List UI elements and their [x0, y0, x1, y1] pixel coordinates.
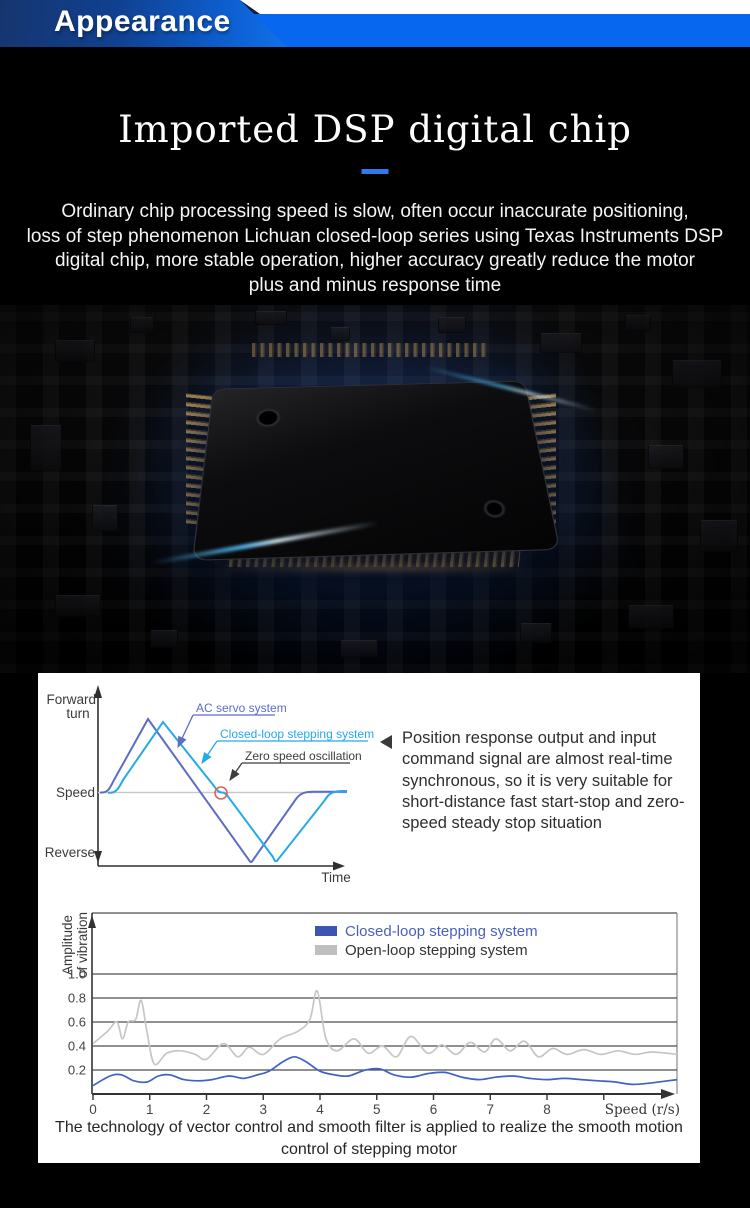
zero-arrow: [229, 762, 243, 782]
label-time: Time: [321, 870, 351, 885]
closed-loop-curve: [92, 1055, 678, 1087]
title-underline: [361, 169, 389, 174]
pcb-component: [340, 640, 378, 658]
open-loop-curve: [92, 989, 678, 1066]
paragraph-line: Ordinary chip processing speed is slow, …: [61, 201, 689, 222]
y-tick-label: 0.2: [68, 1063, 86, 1078]
pcb-component: [648, 445, 684, 469]
ac-servo-curve: [100, 717, 347, 863]
vibration-chart: 0.2 0.4 0.6 0.8 1.0 0 1 2 3 4 5 6 7 8 Speed (r/s) Cl…: [68, 912, 680, 1118]
note-line: speed steady stop situation: [402, 814, 602, 833]
pcb-component: [55, 595, 101, 617]
pcb-component: [130, 317, 154, 333]
label-speed: Speed: [56, 785, 95, 800]
y-tick-label: 1.0: [68, 967, 86, 982]
panel-caption: The technology of vector control and smo…: [38, 1117, 700, 1160]
hero-paragraph: Ordinary chip processing speed is slow, …: [0, 200, 750, 298]
pcb-component: [30, 425, 62, 471]
x-tick-label: 0: [89, 1102, 97, 1117]
chip-pins-top: [252, 343, 487, 357]
label-forward: Forward: [46, 692, 96, 707]
x-tick-label: 3: [259, 1102, 267, 1117]
pcb-component: [700, 520, 738, 552]
pcb-component: [628, 605, 674, 629]
section-title: Appearance: [54, 5, 231, 38]
axis-ticks: 0 1 2 3 4 5 6 7 8: [89, 1094, 605, 1117]
x-tick-label: 5: [373, 1102, 381, 1117]
pcb-component: [520, 623, 552, 643]
x-tick-label: 1: [146, 1102, 154, 1117]
label-reverse: Reverse: [45, 845, 95, 860]
caption-line: The technology of vector control and smo…: [55, 1119, 683, 1136]
x-tick-label: 7: [486, 1102, 494, 1117]
pcb-component: [540, 333, 582, 353]
pcb-component: [672, 360, 722, 388]
page-header: Appearance: [0, 0, 750, 47]
note-line: command signal are almost real-time: [402, 750, 673, 769]
pcb-component: [255, 311, 287, 325]
pointer-left-icon: [380, 735, 392, 749]
charts-panel: AC servo system Closed-loop stepping sys…: [38, 673, 700, 1163]
closed-annotation: Closed-loop stepping system: [220, 727, 374, 741]
legend-swatch-open: [315, 945, 337, 955]
y-axis-arrow-icon: [88, 915, 96, 928]
caption-line: control of stepping motor: [280, 1140, 458, 1158]
servo-annotation: AC servo system: [196, 701, 287, 715]
blue-light-streak: [422, 365, 598, 412]
x-tick-label: 4: [316, 1102, 324, 1117]
zero-oscillation-marker: [214, 786, 228, 800]
pcb-component: [330, 327, 350, 341]
chip-pins-bottom: [228, 543, 522, 567]
x-axis-title: Speed (r/s): [605, 1102, 680, 1118]
note-line: Position response output and input: [402, 729, 657, 747]
blue-light-streak: [151, 521, 379, 565]
curves: [92, 989, 678, 1087]
chip-pins-right: [522, 393, 556, 527]
pin-glow: [225, 563, 525, 572]
closed-loop-curve: [108, 720, 347, 863]
x-axis-arrow-icon: [661, 1089, 675, 1099]
note-line: short-distance fast start-stop and zero-: [402, 792, 685, 811]
y-tick-label: 0.8: [68, 991, 86, 1006]
y-axis-up-arrow-icon: [94, 685, 102, 698]
paragraph-line: digital chip, more stable operation, hig…: [54, 250, 695, 271]
zero-annotation: Zero speed oscillation: [245, 749, 362, 763]
pcb-component: [150, 630, 178, 648]
pcb-component: [55, 340, 95, 362]
x-axis-arrow-icon: [333, 861, 345, 871]
hero-title: Imported DSP digital chip: [118, 108, 632, 151]
legend-swatch-closed: [315, 926, 337, 936]
legend-label-open: Open-loop stepping system: [345, 942, 528, 959]
y-tick-label: 0.6: [68, 1015, 86, 1030]
dsp-chip-body: [191, 380, 561, 561]
dsp-chip-photo: [0, 305, 750, 673]
speed-response-chart: AC servo system Closed-loop stepping sys…: [45, 685, 374, 885]
header-ribbon: [0, 0, 287, 47]
x-tick-label: 8: [543, 1102, 551, 1117]
gridlines: 0.2 0.4 0.6 0.8 1.0: [68, 967, 677, 1078]
note-line: synchronous, so it is very suitable for: [402, 771, 673, 790]
pcb-component: [625, 315, 651, 331]
x-tick-label: 6: [430, 1102, 438, 1117]
legend-label-closed: Closed-loop stepping system: [345, 923, 538, 940]
x-tick-label: 2: [203, 1102, 211, 1117]
chip-pins-left: [186, 393, 220, 527]
pcb-component: [438, 317, 466, 333]
label-turn: turn: [66, 706, 89, 721]
y-axis-down-arrow-icon: [94, 851, 102, 863]
paragraph-line: loss of step phenomenon Lichuan closed-l…: [26, 225, 724, 247]
servo-arrow: [177, 714, 194, 749]
chart1-note: Position response output and input comma…: [402, 728, 684, 834]
closed-arrow: [201, 740, 218, 765]
pcb-component: [92, 505, 118, 531]
paragraph-line: plus and minus response time: [248, 274, 502, 296]
y-tick-label: 0.4: [68, 1039, 86, 1054]
